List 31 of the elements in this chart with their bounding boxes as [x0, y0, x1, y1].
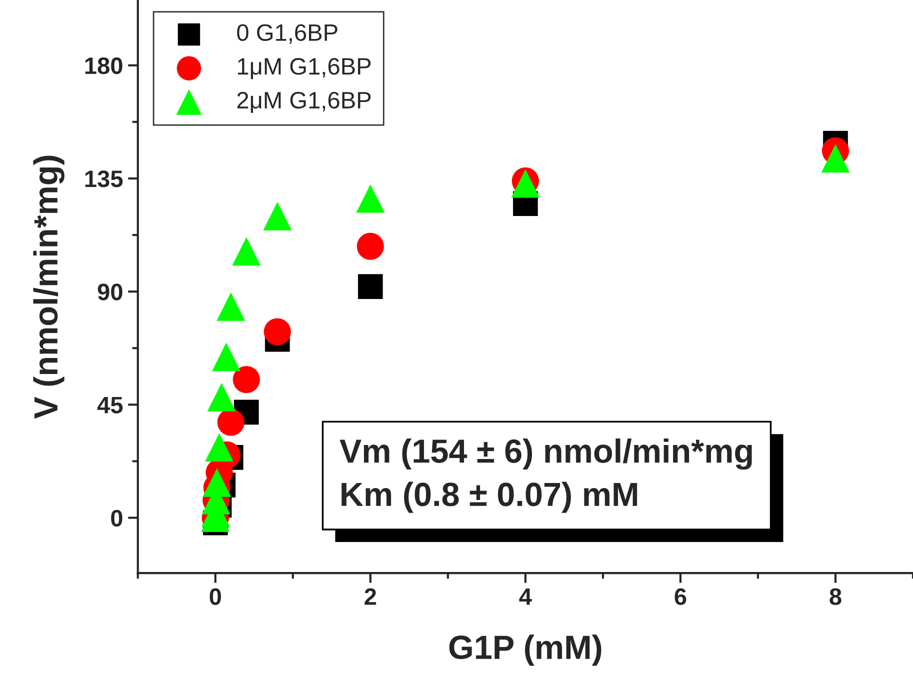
annotation: Km (0.8 ± 0.07) mM — [342, 482, 638, 513]
point — [821, 144, 850, 173]
point — [202, 468, 232, 497]
x-tick-label: 8 — [830, 588, 842, 605]
point — [217, 408, 244, 436]
point — [212, 342, 240, 372]
point — [264, 318, 291, 346]
y-tick-label: 180 — [85, 57, 122, 74]
point — [232, 366, 260, 394]
x-axis-title: G1P (mM) — [449, 634, 602, 666]
x-tick-label: 2 — [364, 588, 376, 605]
y-tick-label: 0 — [111, 510, 122, 527]
x-tick-label: 4 — [519, 588, 532, 605]
annotation: Vm (154 ± 6) nmol/min*mg — [340, 438, 752, 470]
legend-label: 2μM G1,6BP — [237, 92, 371, 113]
point — [356, 232, 384, 260]
point — [205, 433, 234, 462]
y-axis-title: V (nmol/min*mg) — [33, 156, 64, 419]
x-tick-label: 6 — [674, 588, 686, 605]
y-tick-label: 45 — [97, 396, 123, 414]
legend-label: 1μM G1,6BP — [238, 58, 371, 80]
point — [216, 292, 246, 321]
point — [358, 274, 383, 299]
x-tick-label: 0 — [210, 588, 221, 605]
point — [263, 202, 292, 230]
point — [356, 184, 385, 213]
y-tick-label: 135 — [85, 170, 123, 188]
legend-label: 0 G1,6BP — [237, 24, 338, 44]
y-tick-label: 90 — [98, 284, 122, 300]
point — [232, 237, 261, 266]
point — [207, 382, 236, 412]
